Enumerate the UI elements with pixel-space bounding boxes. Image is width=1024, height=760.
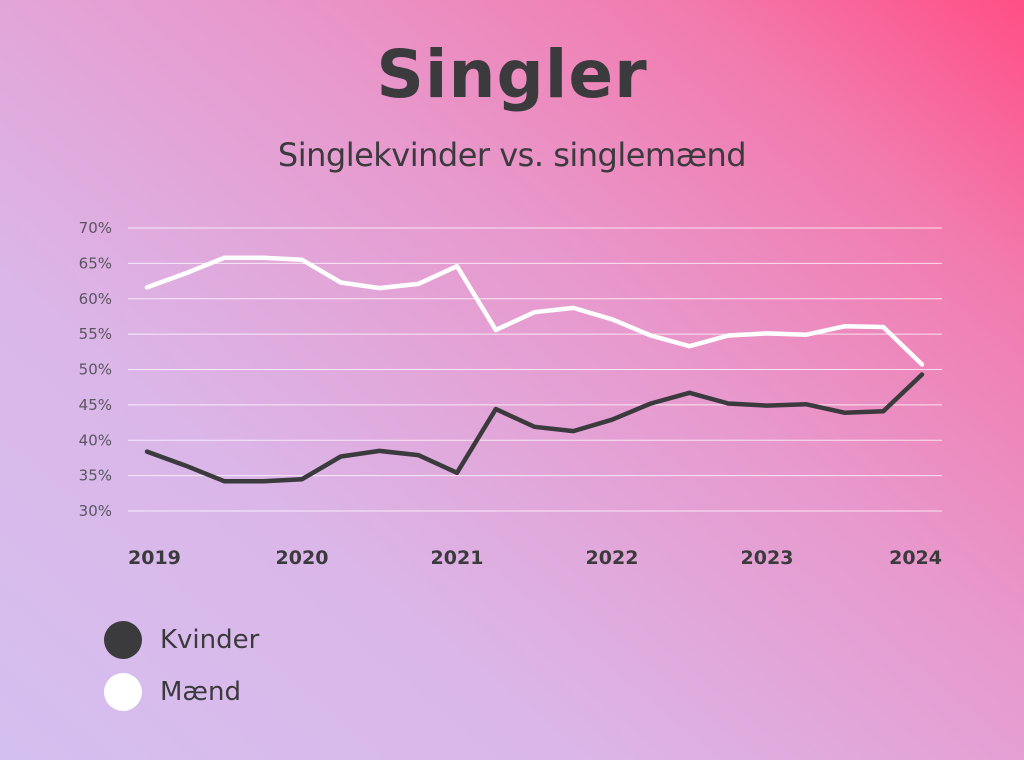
legend-swatch-maend bbox=[104, 673, 142, 711]
legend-item-maend: Mænd bbox=[104, 666, 259, 718]
y-tick-label: 50% bbox=[79, 361, 112, 379]
series-lines bbox=[144, 255, 925, 484]
legend-label-maend: Mænd bbox=[160, 677, 241, 707]
y-tick-label: 45% bbox=[79, 396, 112, 414]
x-tick-label: 2019 bbox=[128, 547, 181, 569]
y-tick-label: 35% bbox=[79, 467, 112, 485]
legend-swatch-kvinder bbox=[104, 621, 142, 659]
series-line-kvinder bbox=[144, 372, 925, 484]
x-tick-label: 2023 bbox=[741, 547, 794, 569]
y-tick-label: 40% bbox=[79, 431, 112, 449]
x-tick-label: 2020 bbox=[276, 547, 329, 569]
x-tick-label: 2021 bbox=[431, 547, 484, 569]
x-tick-label: 2022 bbox=[586, 547, 639, 569]
gridlines bbox=[128, 227, 942, 512]
y-tick-label: 65% bbox=[79, 254, 112, 272]
legend-item-kvinder: Kvinder bbox=[104, 614, 259, 666]
chart-subtitle: Singlekvinder vs. singlemænd bbox=[277, 136, 747, 174]
chart-title: Singler bbox=[376, 36, 648, 113]
y-tick-label: 70% bbox=[79, 219, 112, 237]
x-tick-label: 2024 bbox=[889, 547, 942, 569]
y-tick-label: 60% bbox=[79, 290, 112, 308]
legend: Kvinder Mænd bbox=[104, 614, 259, 718]
y-tick-label: 55% bbox=[79, 325, 112, 343]
y-axis-tick-labels: 30% 35% 40% 45% 50% 55% 60% 65% 70% bbox=[79, 219, 112, 520]
legend-label-kvinder: Kvinder bbox=[160, 625, 260, 655]
y-tick-label: 30% bbox=[79, 502, 112, 520]
series-line-maend bbox=[144, 255, 925, 367]
x-axis-tick-labels: 2019 2020 2021 2022 2023 2024 bbox=[128, 547, 942, 569]
